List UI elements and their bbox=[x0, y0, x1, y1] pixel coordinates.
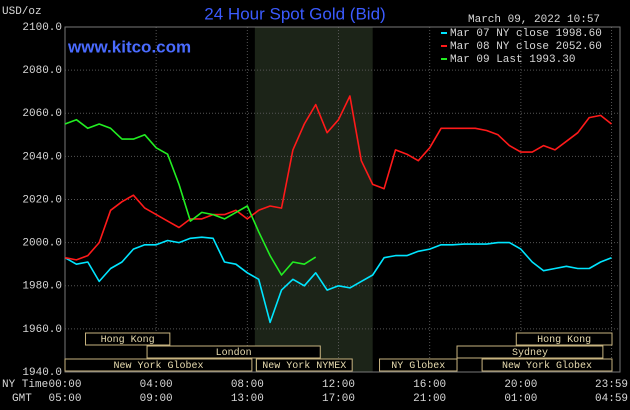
x-tick-label: 23:59 bbox=[595, 379, 628, 391]
x2-row-label: GMT bbox=[12, 393, 32, 405]
y-tick-label: 1960.0 bbox=[22, 324, 62, 336]
x-tick-label: 20:00 bbox=[504, 379, 537, 391]
x2-tick-label: 21:00 bbox=[413, 393, 446, 405]
y-tick-label: 2080.0 bbox=[22, 65, 62, 77]
series-line bbox=[64, 118, 317, 276]
series-line bbox=[64, 236, 612, 324]
x2-tick-label: 09:00 bbox=[140, 393, 173, 405]
session-box bbox=[456, 345, 604, 359]
session-label: New York NYMEX bbox=[262, 360, 346, 372]
legend-label: Mar 08 NY close 2052.60 bbox=[450, 41, 602, 53]
session-box bbox=[481, 358, 613, 372]
session-box bbox=[379, 358, 458, 372]
session-label: Hong Kong bbox=[101, 335, 155, 346]
x2-tick-label: 05:00 bbox=[48, 393, 81, 405]
session-box bbox=[146, 345, 321, 359]
plot-frame bbox=[64, 26, 621, 373]
session-label: London bbox=[216, 347, 252, 359]
y-tick-label: 1980.0 bbox=[22, 281, 62, 293]
session-label: Hong Kong bbox=[537, 335, 591, 346]
x-tick-label: 08:00 bbox=[231, 379, 264, 391]
y-tick-label: 2040.0 bbox=[22, 151, 62, 163]
session-box bbox=[85, 332, 171, 346]
y-axis-label: USD/oz bbox=[2, 6, 42, 18]
y-tick-label: 2020.0 bbox=[22, 194, 62, 206]
x-tick-label: 16:00 bbox=[413, 379, 446, 391]
y-tick-label: 1940.0 bbox=[22, 367, 62, 379]
session-box bbox=[515, 332, 613, 346]
session-box bbox=[64, 358, 253, 372]
session-label: NY Globex bbox=[391, 360, 445, 372]
session-box bbox=[255, 358, 353, 372]
chart-title: 24 Hour Spot Gold (Bid) bbox=[204, 4, 385, 23]
y-tick-label: 2000.0 bbox=[22, 238, 62, 250]
x-tick-label: 00:00 bbox=[48, 379, 81, 391]
y-tick-label: 2100.0 bbox=[22, 22, 62, 34]
session-label: New York Globex bbox=[113, 360, 203, 372]
series-line bbox=[64, 95, 612, 261]
x-tick-label: 12:00 bbox=[322, 379, 355, 391]
plot-layer bbox=[64, 26, 621, 373]
x-row-label: NY Time bbox=[2, 379, 48, 391]
x2-tick-label: 04:59 bbox=[595, 393, 628, 405]
legend-label: Mar 09 Last 1993.30 bbox=[450, 54, 575, 66]
session-label: Sydney bbox=[512, 347, 548, 359]
website: www.kitco.com bbox=[67, 37, 191, 56]
y-tick-label: 2060.0 bbox=[22, 108, 62, 120]
x-tick-label: 04:00 bbox=[140, 379, 173, 391]
x2-tick-label: 17:00 bbox=[322, 393, 355, 405]
session-label: New York Globex bbox=[502, 360, 592, 372]
x2-tick-label: 13:00 bbox=[231, 393, 264, 405]
timestamp: March 09, 2022 10:57 bbox=[468, 14, 600, 26]
legend-label: Mar 07 NY close 1998.60 bbox=[450, 28, 602, 40]
x2-tick-label: 01:00 bbox=[504, 393, 537, 405]
